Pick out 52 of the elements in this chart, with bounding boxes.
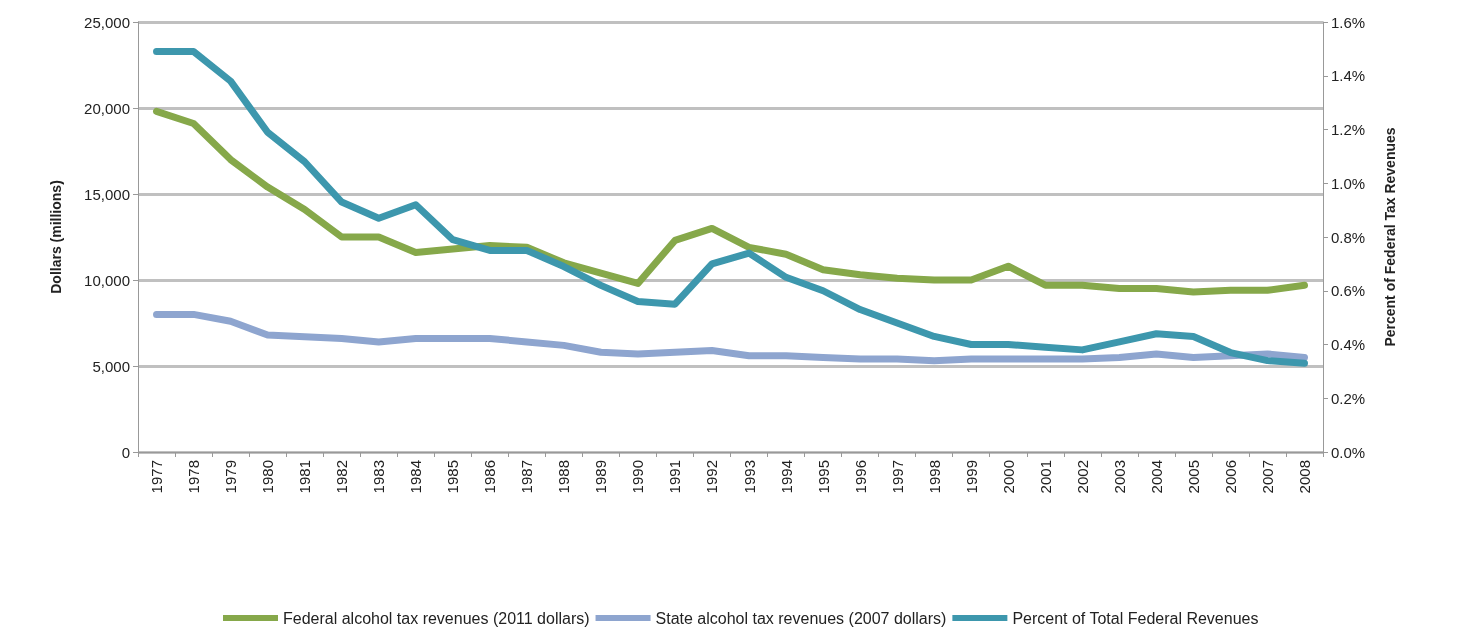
y-tick-label: 10,000 xyxy=(84,271,130,289)
x-tick-label: 2000 xyxy=(999,460,1017,494)
x-tick-label: 1985 xyxy=(444,460,462,494)
y2-tick-label: 1.2% xyxy=(1331,121,1366,138)
y2-tick-label: 0.2% xyxy=(1331,389,1366,407)
x-tick-label: 1997 xyxy=(888,460,906,494)
y2-tick-label: 1.0% xyxy=(1331,174,1366,192)
x-tick-label: 1979 xyxy=(222,460,240,494)
x-tick-label: 1987 xyxy=(518,460,536,494)
x-tick-label: 1982 xyxy=(333,460,351,494)
x-tick-label: 2004 xyxy=(1147,460,1165,494)
x-tick-label: 2003 xyxy=(1110,460,1128,494)
x-tick-label: 2001 xyxy=(1036,460,1054,494)
legend-label: State alcohol tax revenues (2007 dollars) xyxy=(655,609,947,627)
x-tick-label: 1986 xyxy=(481,460,499,494)
legend-label: Percent of Total Federal Revenues xyxy=(1012,609,1259,627)
x-tick-label: 1989 xyxy=(592,460,610,494)
x-tick-label: 1995 xyxy=(814,460,832,494)
y-tick-label: 5,000 xyxy=(92,357,130,375)
x-tick-label: 1980 xyxy=(259,460,277,494)
y2-tick-label: 0.4% xyxy=(1331,336,1366,353)
y-tick-label: 15,000 xyxy=(84,185,130,203)
x-tick-label: 1981 xyxy=(296,460,314,494)
x-tick-label: 1983 xyxy=(370,460,388,494)
x-tick-label: 1994 xyxy=(777,460,795,494)
y2-tick-label: 1.4% xyxy=(1331,67,1366,85)
x-tick-label: 1991 xyxy=(666,460,684,494)
x-tick-label: 2007 xyxy=(1258,460,1276,494)
x-tick-label: 1998 xyxy=(925,460,943,494)
y2-tick-label: 0.8% xyxy=(1331,228,1366,246)
legend-label: Federal alcohol tax revenues (2011 dollars) xyxy=(283,609,590,627)
y2-tick-label: 0.6% xyxy=(1331,282,1366,300)
y-tick-label: 25,000 xyxy=(84,13,130,31)
x-tick-label: 1999 xyxy=(962,460,980,494)
x-tick-label: 2006 xyxy=(1221,460,1239,494)
x-tick-label: 1996 xyxy=(851,460,869,494)
x-tick-label: 1977 xyxy=(148,460,166,494)
x-tick-label: 1992 xyxy=(703,460,721,494)
x-tick-label: 1984 xyxy=(407,460,425,494)
x-tick-label: 1993 xyxy=(740,460,758,494)
y-tick-label: 20,000 xyxy=(84,99,130,117)
y2-axis-title: Percent of Federal Tax Revenues xyxy=(1382,127,1398,347)
x-tick-label: 2008 xyxy=(1295,460,1313,494)
y-axis-title: Dollars (millions) xyxy=(48,180,64,294)
y2-tick-label: 1.6% xyxy=(1331,13,1366,31)
x-tick-label: 1990 xyxy=(629,460,647,494)
x-tick-label: 2002 xyxy=(1073,460,1091,494)
x-tick-label: 2005 xyxy=(1184,460,1202,494)
x-tick-label: 1978 xyxy=(185,460,203,494)
x-tick-label: 1988 xyxy=(555,460,573,494)
y2-tick-label: 0.0% xyxy=(1331,443,1366,461)
y-tick-label: 0 xyxy=(121,443,130,461)
